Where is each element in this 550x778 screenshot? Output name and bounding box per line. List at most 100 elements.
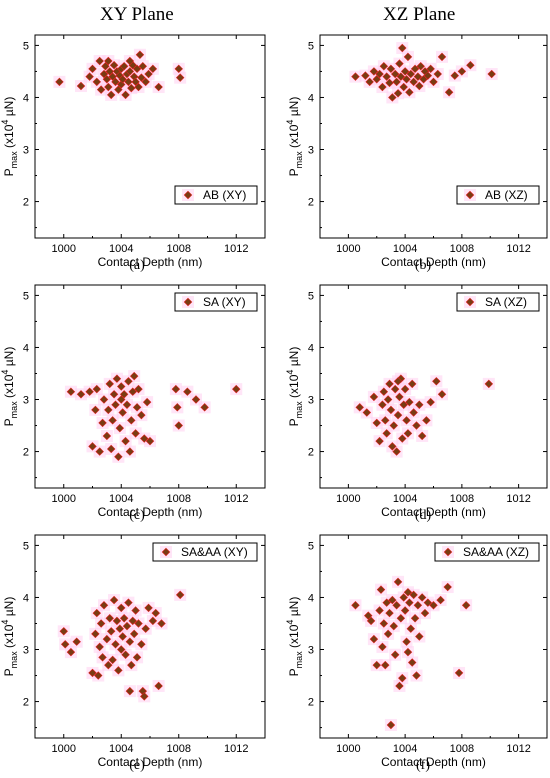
x-tick-label: 1008 [167,243,191,255]
legend-box [456,292,540,312]
data-point [119,390,129,399]
legend-marker [183,190,193,200]
data-point [132,403,142,412]
data-point [88,442,97,451]
data-point [108,655,117,665]
legend-label: SA (XZ) [485,295,527,309]
data-point [388,442,397,451]
data-point [138,62,148,71]
data-point [400,606,410,615]
data-point [124,77,133,87]
data-point [437,390,447,399]
data-point [91,405,100,415]
data-point [92,608,102,618]
data-point [121,90,130,100]
data-point [393,577,403,587]
y-tick-label: 4 [308,342,314,354]
data-point [369,67,379,76]
data-point [400,384,410,394]
data-point [429,77,438,87]
data-point [422,416,431,425]
legend-marker [183,297,193,307]
data-point [412,421,421,430]
data-points [355,374,494,456]
y-axis-label: Pmax (x104 µN) [0,597,19,677]
panel-label-c: (c) [129,508,145,523]
data-point [351,72,360,81]
chart-panel-f: 1000 1004 1008 1012 2 3 4 5 Contact Depth (nm) Pm… [285,534,548,769]
data-point [444,88,454,97]
data-point [415,632,424,641]
data-point [109,390,119,399]
data-point [409,408,418,417]
legend-marker [465,297,475,307]
data-point [137,410,146,420]
data-point [393,410,403,420]
data-point [140,434,149,443]
data-point [118,632,127,641]
data-point [393,377,403,386]
data-point [101,62,110,71]
legend: SA (XZ) [456,292,540,312]
x-tick-label: 1012 [506,743,530,755]
y-tick-label: 5 [23,540,29,552]
data-point [131,606,140,615]
x-tick-label: 1012 [506,493,530,505]
x-tick-label: 1008 [450,743,474,755]
data-point [457,67,467,76]
data-point [385,608,394,618]
data-point [76,81,86,91]
data-point [403,429,413,438]
data-point [386,720,396,730]
data-point [417,431,427,441]
legend-label: SA&AA (XZ) [463,545,529,559]
data-point [134,82,143,92]
data-points [66,371,241,461]
data-point [132,653,142,662]
y-axis-label: Pmax (x104 µN) [285,597,304,677]
y-tick-label: 5 [308,40,314,52]
point-halos [353,372,495,458]
data-point [410,64,420,74]
data-point [106,444,116,454]
y-tick-label: 4 [23,342,29,354]
data-point [134,619,143,628]
legend-label: SA (XY) [203,295,246,309]
data-point [95,56,104,66]
data-point [129,371,139,381]
y-axis-label: Pmax (x104 µN) [0,97,19,177]
data-point [114,85,123,94]
x-axis-label: Contact Depth (nm) [381,505,486,519]
data-point [125,56,135,66]
data-point [174,64,183,74]
data-point [423,598,433,607]
x-tick-label: 1004 [393,493,417,505]
data-point [398,434,407,443]
data-point [141,77,150,87]
data-point [151,608,160,618]
data-point [72,637,81,646]
data-point [409,590,418,600]
data-point [108,416,117,425]
data-point [111,77,120,87]
data-point [432,377,441,386]
data-point [121,436,130,446]
y-tick-label: 2 [23,197,29,209]
data-points [351,43,496,102]
x-tick-label: 1000 [52,243,76,255]
data-point [399,82,408,92]
y-axis-label: Pmax (x104 µN) [285,97,304,177]
x-axis-label: Contact Depth (nm) [381,255,486,269]
data-point [95,642,104,652]
data-point [145,436,155,446]
data-point [389,421,398,430]
data-point [109,60,119,70]
data-point [117,645,126,654]
data-point [395,392,404,402]
y-axis-label: Pmax (x104 µN) [0,347,19,427]
data-point [102,431,112,441]
data-point [400,67,410,76]
data-point [416,62,425,71]
data-point [413,601,423,610]
